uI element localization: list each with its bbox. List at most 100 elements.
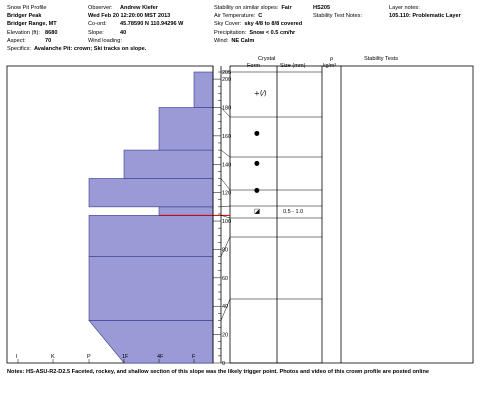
site-field-2-label: Specifics:: [7, 45, 31, 52]
boundary-connector: [220, 215, 231, 219]
height-tick-label: 140: [222, 162, 231, 168]
observer-field-2: Co-ord: 45.78590 N 110.94296 W: [88, 20, 183, 28]
hardness-bar-4: [88, 178, 214, 208]
observer-field-2-label: Co-ord:: [88, 21, 107, 28]
height-tick-label: 120: [222, 191, 231, 197]
site-field-1: Aspect: 70: [7, 37, 146, 45]
site-field-1-value: 70: [45, 37, 52, 44]
observer-field-4: Wind loading:: [88, 37, 170, 45]
stability-header: Stability Tests: [364, 56, 398, 62]
site-field-2-value: Avalanche Pit: crown; Ski tracks on slop…: [33, 45, 147, 52]
condition-field-2-value: sky 4/8 to 8/8 covered: [244, 21, 303, 28]
crystal-form-symbol: +(⁄): [254, 89, 267, 97]
hardness-tick-label: P: [87, 354, 91, 360]
boundary-connector: [220, 178, 231, 191]
hardness-tick-label: 1F: [122, 354, 129, 360]
profile-notes: Notes: HS-ASU-R2-D2.5 Faceted, rockey, a…: [7, 369, 429, 375]
hardness-bar-2: [88, 215, 214, 257]
observer-field-0: Observer: Andrew Kiefer: [88, 4, 170, 12]
boundary-connector: [220, 149, 231, 158]
header-conditions: Stability on similar slopes: Fair Air Temp…: [214, 4, 302, 45]
density-unit: kg/m³: [323, 63, 336, 69]
hardness-tick-label: 4F: [157, 354, 164, 360]
observer-field-0-label: Observer:: [88, 5, 113, 11]
crystal-form-symbol: ●: [254, 159, 260, 167]
condition-field-1-value: C: [258, 13, 263, 20]
condition-field-0-label: Stability on similar slopes:: [214, 5, 279, 11]
hs-field-0-label: HS205: [313, 5, 331, 11]
layer-note-0-label: Layer notes:: [389, 5, 420, 11]
height-tick-label: 180: [222, 105, 231, 111]
hs-field-0: HS205: [313, 4, 362, 12]
site-field-0: Elevation (ft): 8680: [7, 29, 146, 37]
site-line-1: Bridger Peak: [7, 13, 42, 20]
condition-field-4-value: NE Calm: [231, 37, 255, 44]
condition-field-3-label: Precipitation:: [214, 29, 247, 36]
crystal-size-value: 0.5 - 1.0: [283, 209, 303, 215]
density-header: ρ: [330, 56, 333, 62]
header-hs-test-notes: HS205 Stability Test Notes:: [313, 4, 362, 20]
boundary-connector: [220, 298, 231, 321]
crystal-form-symbol: ●: [254, 186, 260, 194]
condition-field-3: Precipitation: Snow < 0.5 cm/hr: [214, 29, 302, 37]
header-layer-notes: Layer notes: 105.110: Problematic Layer: [389, 4, 461, 20]
layer-note-1-label: 105.110: Problematic Layer: [389, 13, 461, 20]
header-observer-info: Observer: Andrew Kiefer Wed Feb 20 12:20:0…: [88, 4, 183, 45]
height-tick-label: 0: [222, 361, 225, 367]
boundary-connector: [220, 236, 231, 257]
condition-field-4: Wind: NE Calm: [214, 37, 302, 45]
height-tick-label: 40: [222, 304, 228, 310]
height-tick-label: 60: [222, 276, 228, 282]
crystal-form-symbol: ●: [254, 129, 260, 137]
height-tick-label: 160: [222, 134, 231, 140]
data-columns-frame: [229, 65, 474, 364]
hardness-bar-3: [158, 206, 214, 216]
site-field-0-value: 8680: [45, 29, 58, 36]
site-field-2: Specifics: Avalanche Pit: crown; Ski trac…: [7, 45, 146, 53]
condition-field-3-value: Snow < 0.5 cm/hr: [249, 29, 296, 36]
hardness-tick-label: K: [51, 354, 55, 360]
hardness-bar-1: [88, 256, 214, 321]
observer-field-3: Slope: 40: [88, 29, 170, 37]
site-field-1-label: Aspect:: [7, 37, 26, 44]
height-tick-label: 80: [222, 247, 228, 253]
observer-field-3-label: Slope:: [88, 29, 104, 36]
condition-field-2: Sky Cover: sky 4/8 to 8/8 covered: [214, 20, 302, 28]
height-tick-label: 205: [222, 70, 231, 76]
hardness-bar-6: [158, 107, 214, 151]
observer-field-4-label: Wind loading:: [88, 37, 122, 44]
height-tick-label: 20: [222, 333, 228, 339]
hardness-tick-label: I: [16, 354, 18, 360]
hardness-bar-7: [193, 71, 214, 108]
observer-field-2-value: 45.78590 N 110.94296 W: [120, 21, 184, 28]
height-tick-label: 200: [222, 77, 231, 83]
hardness-tick-label: F: [192, 354, 196, 360]
hardness-bar-5: [123, 149, 214, 179]
condition-field-1: Air Temperature: C: [214, 12, 302, 20]
crystal-form-symbol: ◪: [254, 207, 260, 215]
observer-field-0-value: Andrew Kiefer: [120, 5, 158, 11]
observer-field-1: Wed Feb 20 12:20:00 MST 2013: [88, 12, 170, 20]
boundary-connector: [220, 107, 231, 118]
layer-note-0: Layer notes:: [389, 4, 461, 12]
header-site-info: Snow Pit Profile Bridger Peak Bridger Rang…: [7, 4, 146, 53]
site-field-0-label: Elevation (ft):: [7, 29, 40, 36]
size-header: Size (mm): [280, 63, 306, 69]
hs-field-1-label: Stability Test Notes:: [313, 13, 363, 20]
condition-field-4-label: Wind:: [214, 37, 229, 44]
boundary-connector: [220, 205, 231, 208]
observer-field-3-value: 40: [120, 29, 127, 36]
observer-field-1-value: Wed Feb 20 12:20:00 MST 2013: [88, 13, 171, 20]
layer-note-1: 105.110: Problematic Layer: [389, 12, 461, 20]
condition-field-0-value: Fair: [281, 5, 292, 11]
crystal-header: Crystal: [258, 56, 275, 62]
condition-field-0: Stability on similar slopes: Fair: [214, 4, 302, 12]
hs-field-1: Stability Test Notes:: [313, 12, 362, 20]
condition-field-2-label: Sky Cover:: [214, 21, 242, 28]
height-tick-label: 100: [222, 219, 231, 225]
site-line-2: Bridger Range, MT: [7, 21, 57, 28]
site-line-0: Snow Pit Profile: [7, 5, 47, 11]
condition-field-1-label: Air Temperature:: [214, 13, 256, 20]
form-header: Form: [247, 63, 260, 69]
